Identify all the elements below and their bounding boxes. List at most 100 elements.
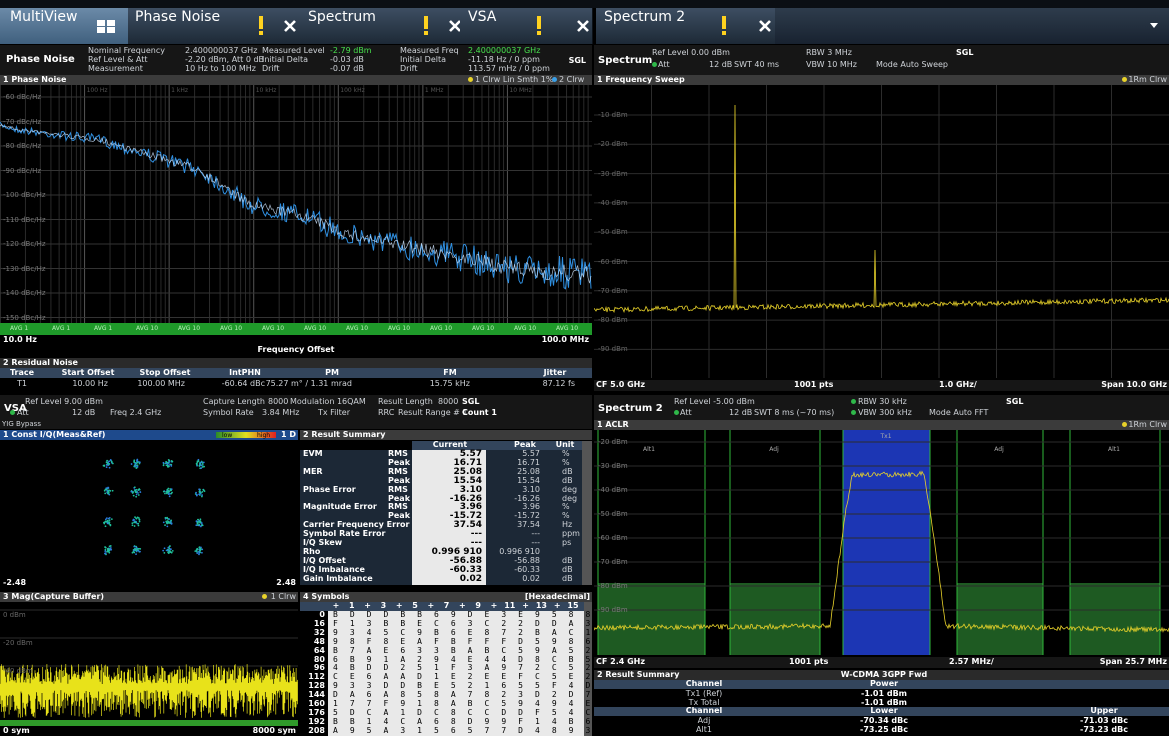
y-label: -90 dBc/Hz	[3, 166, 42, 175]
symbol-point	[135, 466, 138, 469]
symbol-point	[169, 545, 171, 547]
setting: 8000	[268, 397, 289, 406]
symbol-point	[169, 488, 172, 490]
current-value: -16.26	[449, 493, 482, 504]
symbol-row: B 7 A E 6 3 3 B A B C 5 9 A 5 2	[333, 645, 591, 655]
warning-dot	[537, 31, 541, 35]
close-button[interactable]	[576, 19, 590, 33]
trace-1	[0, 123, 592, 284]
symbol-point	[196, 522, 199, 525]
tab[interactable]: Spectrum	[300, 8, 461, 44]
symbol-point	[167, 518, 170, 520]
symbol-point	[201, 463, 204, 466]
icon-cell	[97, 27, 105, 33]
row-offset: 64	[313, 645, 325, 655]
peak-value: 0.996 910	[499, 546, 540, 556]
aclr-plot	[594, 430, 1169, 655]
symbol-row: B B 1 4 C A 6 8 D 9 9 F 1 4 B 6	[333, 716, 591, 726]
spectrum-pane: Spectrum Ref Level 0.00 dBm Att 12 dB SWT 40…	[594, 45, 1169, 393]
symbol-point	[106, 550, 109, 553]
symbol-point	[163, 551, 166, 554]
current-value: 15.54	[453, 475, 482, 486]
symbol-point	[136, 516, 139, 519]
close-x	[449, 20, 461, 32]
phase-noise-pane: Phase Noise Nominal Frequency 2.400000037 …	[0, 45, 592, 393]
table-title: 4 Symbols	[303, 592, 350, 601]
symbol-point	[201, 495, 203, 498]
close-button[interactable]	[758, 19, 772, 33]
setting: Mode Auto FFT	[929, 408, 989, 417]
row-label: I/Q Offset	[303, 555, 346, 565]
symbol-point	[168, 460, 171, 463]
peak-value: -60.33	[514, 564, 540, 574]
symbol-point	[201, 551, 203, 554]
tab[interactable]: Spectrum 2	[596, 8, 776, 44]
avg-label: AVG 10	[556, 325, 579, 332]
plot-title: 1 Const I/Q(Meas&Ref)	[3, 430, 106, 439]
symbol-point	[170, 488, 173, 491]
symbol-point	[111, 462, 114, 465]
symbol-point	[162, 490, 165, 493]
symbol-point	[134, 549, 137, 552]
current-value: ---	[470, 538, 482, 548]
acp-cell: Adj	[697, 716, 711, 725]
peak-value: 15.54	[517, 475, 540, 485]
setting: Att	[680, 408, 692, 417]
avg-label: AVG 1	[52, 325, 71, 332]
table-header	[594, 707, 1169, 716]
current-value: ---	[470, 529, 482, 540]
symbol-point	[201, 490, 204, 493]
symbol-point	[169, 548, 172, 550]
column-header: 7	[443, 601, 450, 610]
symbol-point	[108, 460, 111, 463]
setting-value: 2.400000037 GHz	[468, 46, 541, 55]
table-title: 2 Result Summary	[597, 670, 680, 679]
close-button[interactable]	[448, 19, 462, 33]
symbol-point	[107, 490, 110, 493]
title-bar	[0, 592, 298, 602]
close-button[interactable]	[283, 19, 297, 33]
unit: %	[562, 449, 570, 458]
tab-label: Spectrum 2	[604, 9, 686, 25]
warning-dot	[722, 31, 726, 35]
column-header: PM	[325, 368, 339, 377]
symbol-point	[199, 490, 201, 493]
peak-value: 0.02	[522, 573, 540, 583]
unit: deg	[562, 493, 578, 503]
symbol-point	[103, 489, 106, 492]
close-x	[759, 20, 771, 32]
symbol-point	[165, 460, 168, 463]
status-dot	[674, 410, 679, 415]
alt-region	[1070, 583, 1160, 655]
channel-label: Alt1	[1108, 446, 1120, 453]
unit: dB	[562, 475, 573, 485]
avg-label: AVG 10	[514, 325, 537, 332]
column-header: +	[553, 601, 561, 610]
status-dot	[652, 62, 657, 67]
tab[interactable]: MultiView	[0, 8, 129, 44]
peak-value: 3.10	[522, 484, 540, 494]
symbol-point	[170, 522, 173, 525]
row-offset: 128	[308, 681, 325, 691]
title-bar	[594, 670, 1169, 680]
y-label: -50 dBm	[598, 228, 628, 237]
status-dot	[851, 410, 856, 415]
symbol-point	[135, 493, 138, 496]
symbol-point	[137, 524, 140, 527]
tab[interactable]: Phase Noise	[128, 8, 301, 44]
symbol-point	[196, 463, 198, 466]
symbol-point	[200, 467, 203, 469]
symbol-row: 5 D C A 1 D C 8 C C D D F 5 4 C	[333, 707, 591, 717]
symbol-row: D A 6 A 8 5 8 A 7 8 2 3 D 2 D 7	[333, 690, 591, 700]
tab[interactable]: VSA	[460, 8, 593, 44]
symbol-point	[195, 524, 198, 527]
channel-label: Alt1	[643, 446, 655, 453]
header	[0, 395, 592, 429]
dropdown-button[interactable]	[1149, 22, 1159, 30]
setting-label: Initial Delta	[400, 55, 447, 64]
setting-value: -2.79 dBm	[330, 46, 372, 55]
symbol-point	[170, 465, 173, 467]
footer	[594, 380, 1169, 391]
trace	[594, 104, 1169, 314]
